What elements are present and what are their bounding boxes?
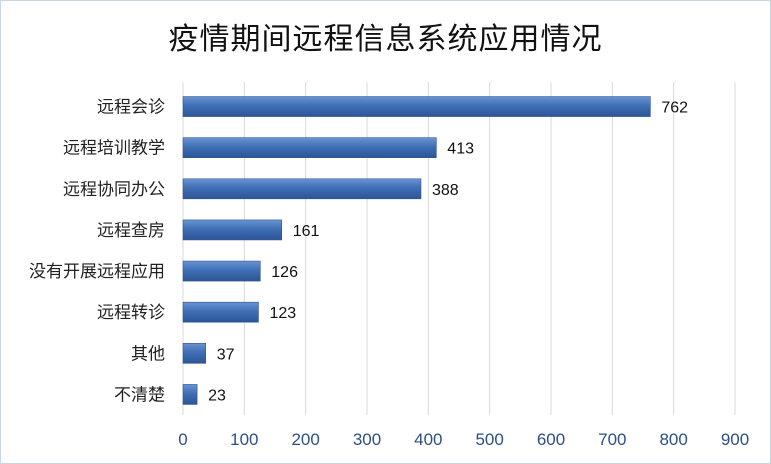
category-label: 远程培训教学	[63, 139, 165, 159]
bar	[182, 178, 422, 200]
data-label: 126	[271, 264, 298, 281]
bar	[182, 219, 283, 241]
x-tick-label: 0	[178, 430, 187, 449]
bar	[182, 137, 437, 158]
data-label: 762	[661, 100, 688, 117]
x-tick-label: 100	[230, 430, 258, 449]
x-tick-label: 600	[537, 430, 565, 449]
data-label: 413	[447, 141, 474, 158]
data-label: 123	[269, 305, 296, 322]
data-label: 388	[432, 182, 459, 199]
x-tick-label: 400	[414, 430, 442, 449]
category-label: 远程会诊	[97, 98, 165, 118]
bars	[182, 96, 651, 405]
category-label: 远程转诊	[97, 303, 165, 323]
category-label: 其他	[131, 344, 165, 364]
data-label: 37	[217, 346, 235, 363]
labels: 0 100 200 300 400 500 600 700 800 900 远程会诊 762 远程培训教…	[29, 98, 749, 449]
x-tick-label: 900	[721, 430, 749, 449]
category-label: 远程查房	[97, 221, 165, 241]
gridlines	[182, 82, 736, 415]
bar	[182, 96, 651, 117]
data-label: 23	[208, 387, 226, 404]
x-tick-label: 200	[291, 430, 319, 449]
bar	[182, 343, 206, 364]
category-label: 远程协同办公	[63, 180, 165, 200]
data-label: 161	[293, 223, 320, 240]
category-label: 没有开展远程应用	[29, 262, 165, 282]
bar	[182, 260, 261, 282]
bar	[182, 301, 259, 323]
bar	[182, 384, 198, 405]
x-tick-label: 300	[353, 430, 381, 449]
chart-title: 疫情期间远程信息系统应用情况	[168, 22, 603, 57]
x-tick-label: 700	[598, 430, 626, 449]
x-tick-label: 500	[475, 430, 503, 449]
category-label: 不清楚	[114, 385, 165, 405]
x-tick-label: 800	[659, 430, 687, 449]
